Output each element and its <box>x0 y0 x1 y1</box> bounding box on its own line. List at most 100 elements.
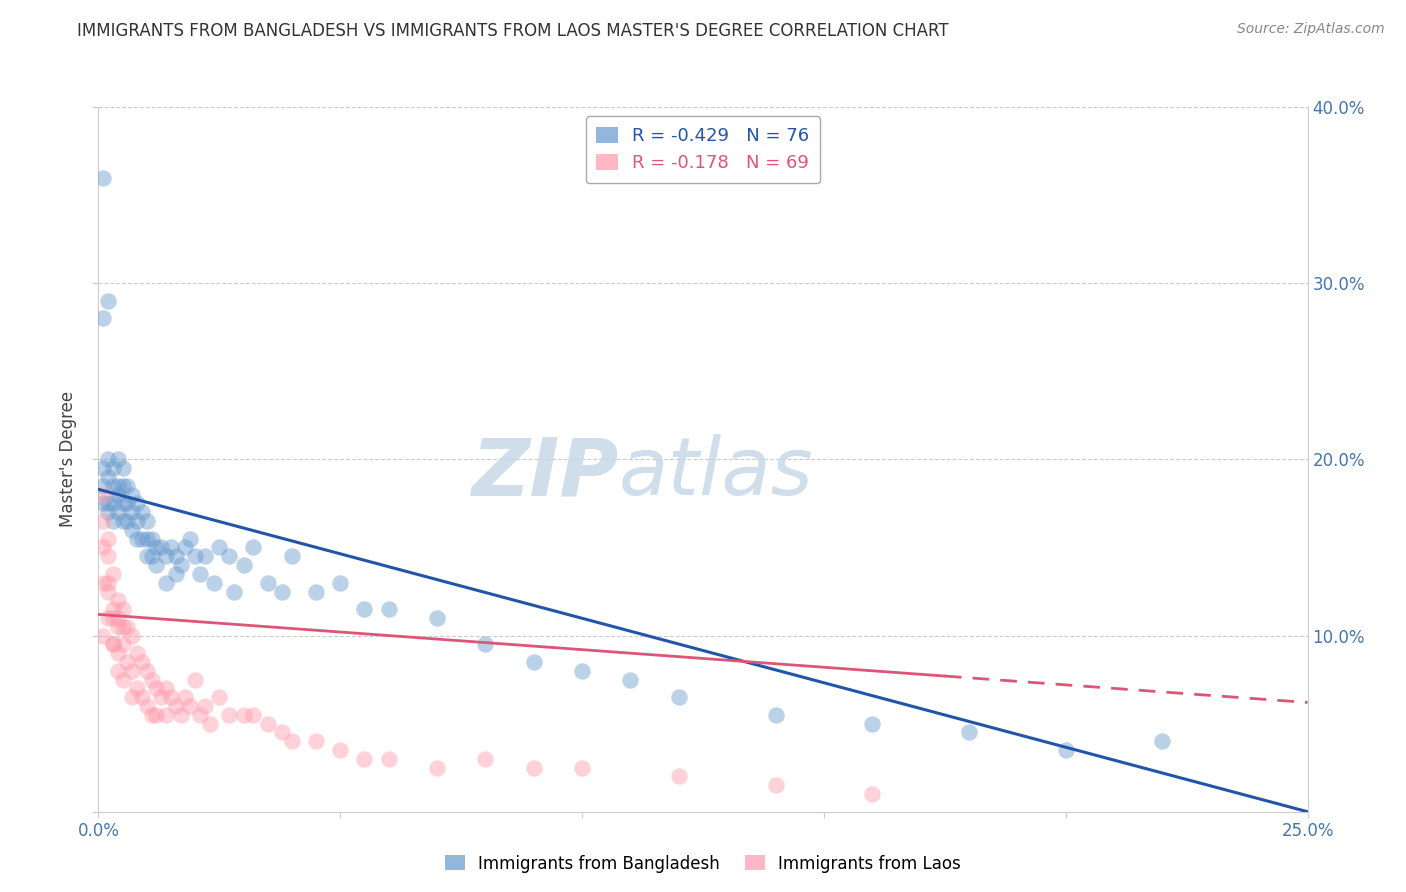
Y-axis label: Master's Degree: Master's Degree <box>59 392 77 527</box>
Point <box>101 566 124 581</box>
Point <box>97 505 120 519</box>
Point <box>305 734 328 748</box>
Point <box>135 699 157 714</box>
Point <box>353 602 375 616</box>
Point <box>91 575 114 590</box>
Point <box>208 690 231 705</box>
Point <box>121 690 143 705</box>
Point <box>198 716 221 731</box>
Point <box>91 496 114 510</box>
Point <box>145 681 167 696</box>
Text: IMMIGRANTS FROM BANGLADESH VS IMMIGRANTS FROM LAOS MASTER'S DEGREE CORRELATION C: IMMIGRANTS FROM BANGLADESH VS IMMIGRANTS… <box>77 22 949 40</box>
Point <box>184 549 207 564</box>
Point <box>169 707 191 722</box>
Point <box>145 541 167 555</box>
Point <box>571 664 593 678</box>
Point <box>101 461 124 475</box>
Point <box>619 673 641 687</box>
Point <box>117 620 139 634</box>
Point <box>117 655 139 669</box>
Point <box>160 541 183 555</box>
Point <box>111 514 134 528</box>
Point <box>523 655 546 669</box>
Point <box>204 575 226 590</box>
Point <box>155 575 177 590</box>
Text: ZIP: ZIP <box>471 434 619 513</box>
Point <box>131 690 153 705</box>
Point <box>127 514 149 528</box>
Point <box>155 549 177 564</box>
Point <box>97 496 120 510</box>
Point <box>256 716 278 731</box>
Point <box>101 637 124 651</box>
Legend: R = -0.429   N = 76, R = -0.178   N = 69: R = -0.429 N = 76, R = -0.178 N = 69 <box>585 116 821 183</box>
Point <box>101 602 124 616</box>
Point <box>377 602 399 616</box>
Point <box>131 505 153 519</box>
Point <box>97 293 120 308</box>
Point <box>668 690 690 705</box>
Point <box>91 487 114 501</box>
Point <box>91 461 114 475</box>
Point <box>426 761 449 775</box>
Point <box>353 752 375 766</box>
Point <box>135 532 157 546</box>
Point <box>91 514 114 528</box>
Point <box>145 707 167 722</box>
Point <box>957 725 980 739</box>
Legend: Immigrants from Bangladesh, Immigrants from Laos: Immigrants from Bangladesh, Immigrants f… <box>439 848 967 880</box>
Point <box>127 681 149 696</box>
Point <box>208 541 231 555</box>
Point <box>165 699 187 714</box>
Point <box>165 549 187 564</box>
Point <box>107 611 129 625</box>
Point <box>97 611 120 625</box>
Point <box>97 470 120 484</box>
Point <box>242 707 264 722</box>
Point <box>101 514 124 528</box>
Point <box>111 637 134 651</box>
Point <box>121 664 143 678</box>
Point <box>127 496 149 510</box>
Point <box>127 532 149 546</box>
Point <box>101 611 124 625</box>
Point <box>111 496 134 510</box>
Point <box>150 541 173 555</box>
Point <box>121 628 143 642</box>
Point <box>141 549 163 564</box>
Point <box>107 593 129 607</box>
Point <box>281 549 304 564</box>
Point <box>107 646 129 660</box>
Point <box>377 752 399 766</box>
Point <box>111 673 134 687</box>
Point <box>184 673 207 687</box>
Point <box>121 505 143 519</box>
Point <box>107 487 129 501</box>
Point <box>765 778 787 792</box>
Point <box>860 787 883 801</box>
Point <box>121 523 143 537</box>
Point <box>218 707 240 722</box>
Point <box>111 602 134 616</box>
Text: atlas: atlas <box>619 434 813 513</box>
Point <box>329 575 352 590</box>
Point <box>194 549 217 564</box>
Point <box>155 707 177 722</box>
Point <box>523 761 546 775</box>
Point <box>121 487 143 501</box>
Point <box>174 690 197 705</box>
Point <box>281 734 304 748</box>
Point <box>117 496 139 510</box>
Point <box>165 566 187 581</box>
Point <box>169 558 191 573</box>
Point <box>242 541 264 555</box>
Point <box>97 584 120 599</box>
Point <box>860 716 883 731</box>
Point <box>232 707 254 722</box>
Point <box>474 752 496 766</box>
Point <box>571 761 593 775</box>
Point <box>107 479 129 493</box>
Point <box>111 479 134 493</box>
Point <box>188 566 211 581</box>
Point <box>97 452 120 467</box>
